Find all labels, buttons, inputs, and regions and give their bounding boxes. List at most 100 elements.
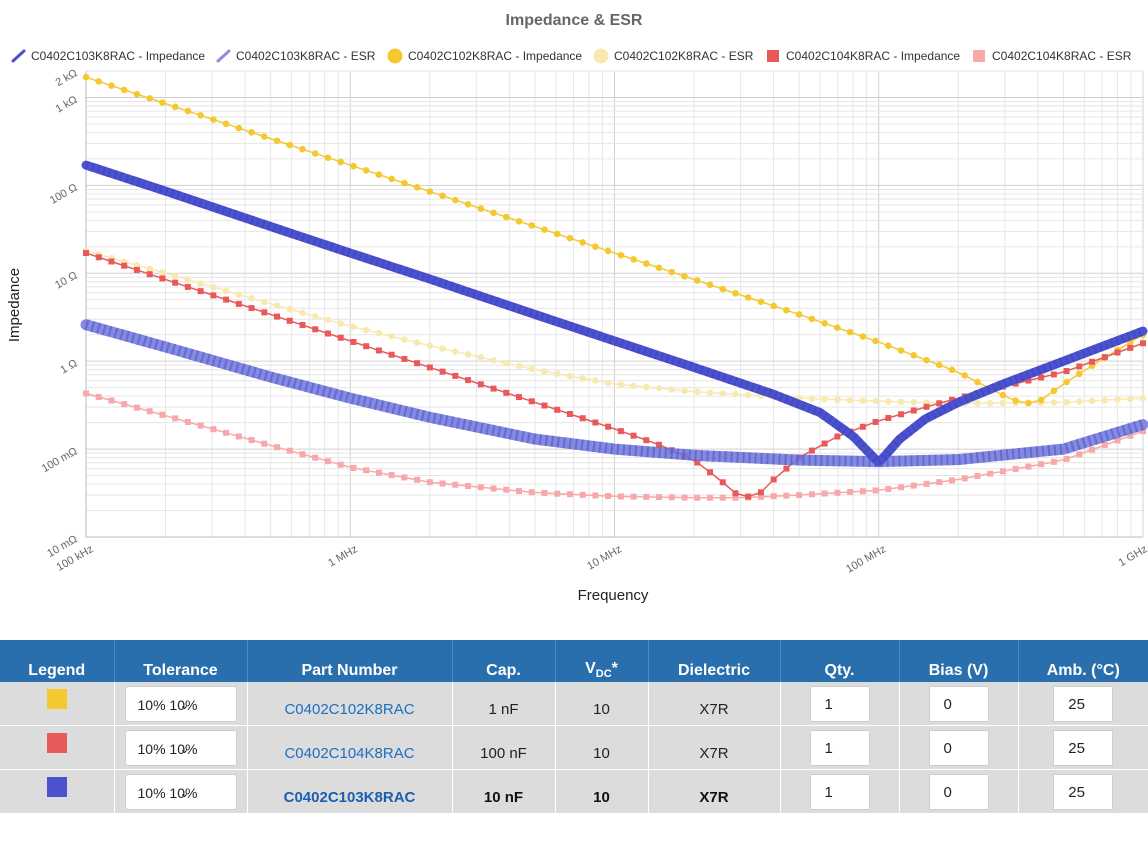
tolerance-cell: 10% 10% ⌄ [113, 682, 247, 726]
header-dielectric[interactable]: Dielectric [647, 640, 780, 682]
header-part-number[interactable]: Part Number [246, 640, 452, 682]
header-vdc[interactable]: VDC* [554, 640, 648, 682]
data-point [515, 394, 522, 401]
data-point [821, 440, 828, 447]
part-number-link[interactable]: C0402C102K8RAC [284, 701, 415, 718]
tolerance-select[interactable]: 10% 10% ⌄ [124, 773, 237, 810]
data-point [414, 476, 421, 483]
legend-label: C0402C104K8RAC - ESR [992, 49, 1132, 63]
data-point [897, 347, 905, 354]
data-point [95, 78, 103, 85]
data-point [260, 133, 268, 140]
tolerance-select[interactable]: 10% 10% ⌄ [124, 685, 237, 722]
data-point [337, 320, 344, 327]
part-number-link[interactable]: C0402C104K8RAC [284, 745, 415, 762]
x-tick-label: 1 GHz [1116, 543, 1148, 569]
bias-input[interactable]: 0 [928, 729, 989, 766]
data-point [706, 389, 714, 396]
header-legend[interactable]: Legend [0, 640, 114, 682]
vdc-value: 10 [593, 701, 610, 718]
qty-input[interactable]: 1 [809, 685, 870, 722]
data-point [757, 493, 764, 500]
y-tick-label: 100 mΩ [40, 445, 80, 475]
dielectric-value: X7R [699, 701, 729, 718]
data-point [681, 387, 688, 395]
data-point [1126, 395, 1134, 403]
vdc-value: 10 [593, 789, 610, 806]
chart-plot-area [80, 73, 1148, 501]
data-point [146, 271, 153, 278]
table-header-row: Legend Tolerance Part Number Cap. VDC* D… [0, 640, 1148, 682]
table-row[interactable]: 10% 10% ⌄ C0402C104K8RAC 100 nF 10 X7R 1 … [0, 725, 1148, 770]
data-point [693, 388, 701, 396]
data-point [592, 419, 599, 426]
amb-cell: 25 [1017, 725, 1148, 770]
data-point [1038, 374, 1045, 381]
bias-input[interactable]: 0 [928, 773, 989, 810]
data-point [668, 494, 675, 501]
data-point [388, 351, 395, 358]
data-point [1088, 397, 1096, 405]
bias-input[interactable]: 0 [928, 685, 989, 722]
data-point [655, 264, 663, 272]
legend-cell [0, 769, 114, 814]
header-amb[interactable]: Amb. (°C) [1017, 640, 1148, 682]
data-point [592, 492, 599, 499]
amb-input[interactable]: 25 [1053, 685, 1114, 722]
series-c0402c102k8rac-impedance [82, 73, 1147, 407]
data-point [159, 99, 166, 106]
data-point [770, 493, 777, 500]
data-point [426, 479, 433, 486]
header-vdc-subscript: DC [595, 668, 612, 680]
amb-input[interactable]: 25 [1053, 729, 1114, 766]
data-point [706, 281, 714, 289]
qty-input[interactable]: 1 [809, 773, 870, 810]
data-point [1025, 463, 1032, 470]
header-tolerance[interactable]: Tolerance [113, 640, 247, 682]
legend-marker [593, 48, 609, 64]
legend-swatch [46, 689, 67, 710]
amb-input[interactable]: 25 [1053, 773, 1114, 810]
data-point [554, 490, 561, 497]
data-point [1025, 377, 1032, 384]
data-point [1076, 398, 1083, 405]
tolerance-select[interactable]: 10% 10% ⌄ [124, 729, 237, 766]
data-point [1114, 396, 1121, 403]
part-number-link[interactable]: C0402C103K8RAC [283, 789, 416, 806]
data-point [579, 374, 586, 382]
data-point [159, 411, 166, 418]
data-point [184, 418, 191, 425]
data-point [732, 289, 739, 297]
legend-marker [767, 50, 779, 62]
data-point [541, 368, 548, 375]
data-point [821, 395, 828, 403]
table-row[interactable]: 10% 10% ⌄ C0402C102K8RAC 1 nF 10 X7R 1 0 … [0, 682, 1148, 726]
header-qty[interactable]: Qty. [779, 640, 899, 682]
chevron-down-icon: ⌄ [179, 697, 190, 712]
table-row[interactable]: 10% 10% ⌄ C0402C103K8RAC 10 nF 10 X7R 1 0… [0, 769, 1148, 814]
tolerance-value: 10% 10% [137, 740, 198, 757]
data-point [274, 313, 281, 320]
data-point [337, 158, 344, 166]
data-point [426, 188, 434, 195]
data-point [630, 493, 637, 500]
data-point [286, 141, 294, 149]
data-point [235, 300, 242, 307]
header-bias[interactable]: Bias (V) [898, 640, 1018, 682]
data-point [630, 382, 637, 390]
data-point [910, 407, 917, 414]
header-cap[interactable]: Cap. [451, 640, 555, 682]
data-point [923, 403, 930, 410]
data-point [299, 322, 306, 329]
legend-marker [387, 48, 403, 64]
data-point [1037, 396, 1045, 404]
cap-value: 100 nF [480, 745, 527, 762]
legend-marker [973, 50, 985, 62]
data-point [847, 489, 854, 496]
qty-input[interactable]: 1 [809, 729, 870, 766]
data-point [171, 103, 179, 111]
bias-cell: 0 [898, 682, 1018, 726]
data-point [795, 311, 803, 318]
data-point [515, 217, 523, 225]
data-point [324, 154, 332, 161]
